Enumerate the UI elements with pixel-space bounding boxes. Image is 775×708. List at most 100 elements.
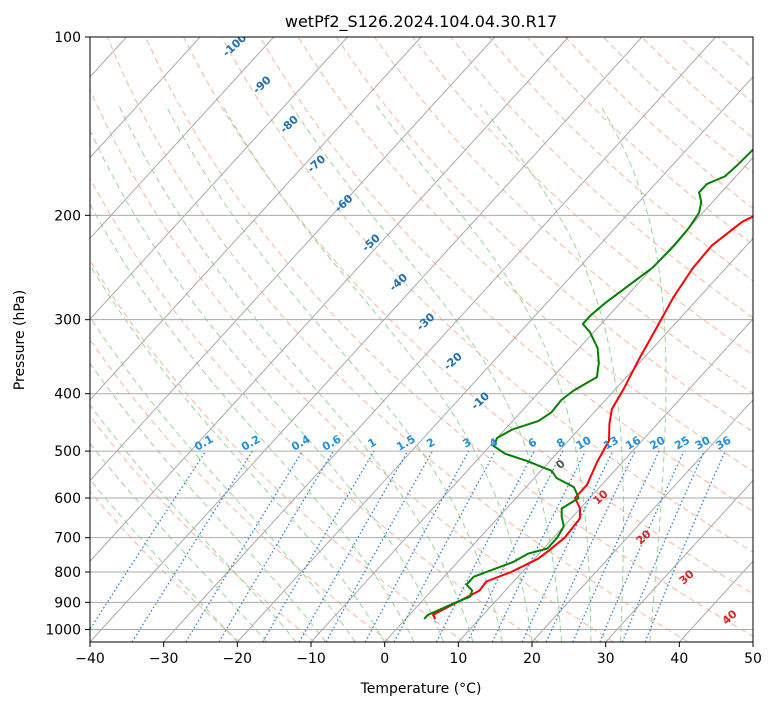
isotherm-label: -100: [220, 31, 249, 59]
isotherm: [90, 37, 643, 642]
x-axis: −40 −30 −20 −10 0 10 20 30 40 50: [75, 642, 762, 667]
y-tick-label: 500: [54, 444, 81, 460]
x-tick-label: −40: [75, 651, 105, 667]
dry-adiabat: [90, 490, 241, 642]
mixing-ratio-label: 0.1: [192, 433, 215, 454]
x-tick-label: −20: [223, 651, 253, 667]
y-tick-label: 1000: [45, 622, 81, 638]
dry-adiabat: [564, 37, 753, 210]
dry-adiabat: [335, 37, 753, 433]
dry-adiabat: [756, 37, 775, 642]
isotherm-label: -80: [278, 113, 302, 136]
isotherm: [90, 37, 348, 320]
y-tick-label: 700: [54, 531, 81, 547]
isotherm: [457, 318, 753, 642]
mixing-ratio-line: [491, 450, 586, 642]
dry-adiabat: [145, 37, 753, 637]
mixing-ratio-label: 2: [424, 436, 437, 451]
isotherm: [384, 237, 753, 642]
data-series: [423, 148, 753, 620]
x-tick-label: 10: [449, 651, 467, 667]
dry-adiabat: [641, 37, 753, 139]
dry-adiabat: [90, 259, 465, 642]
moist-adiabat: [90, 128, 445, 642]
moist-adiabat: [90, 442, 268, 642]
dry-adiabat: [183, 37, 753, 595]
mixing-ratio-line: [621, 450, 705, 642]
warm-isotherm-label: 40: [720, 607, 740, 627]
moist-adiabat: [165, 104, 503, 642]
mixing-ratio-label: 30: [693, 433, 713, 452]
y-axis-title: Pressure (hPa): [12, 290, 28, 390]
dry-adiabat: [90, 338, 390, 642]
isotherm: [678, 560, 753, 642]
dry-adiabat: [374, 37, 753, 394]
mixing-ratio-label: 6: [526, 435, 539, 450]
mixing-ratio-line: [364, 450, 470, 642]
y-tick-label: 200: [54, 208, 81, 224]
warm-isotherm-label: 10: [591, 487, 611, 507]
mixing-ratio-label: 3: [460, 436, 473, 451]
y-tick-label: 900: [54, 595, 81, 611]
background-lines: [90, 37, 775, 642]
dry-adiabat: [106, 37, 689, 642]
profile-line-1: [432, 215, 753, 620]
mixing-ratio-line: [572, 450, 660, 642]
moist-adiabat: [90, 202, 415, 642]
isotherm: [310, 156, 753, 642]
isotherm-label: -20: [441, 350, 465, 373]
dry-adiabat: [603, 37, 753, 174]
moist-adiabat: [221, 104, 533, 642]
x-tick-label: 40: [670, 651, 688, 667]
y-tick-label: 300: [54, 313, 81, 329]
mixing-ratio-line: [325, 450, 434, 642]
x-tick-label: 50: [744, 651, 762, 667]
warm-isotherm-label: 30: [677, 567, 697, 587]
mixing-ratio-label: 0.4: [289, 432, 313, 453]
mixing-ratio-label: 1.5: [394, 433, 417, 454]
isotherm: [531, 399, 753, 642]
mixing-ratio-label: 1: [366, 436, 379, 451]
x-axis-title: Temperature (°C): [360, 681, 482, 697]
dry-adiabat: [450, 37, 753, 319]
isotherm: [236, 76, 753, 642]
mixing-ratio-line: [599, 450, 685, 642]
isotherm: [90, 37, 569, 563]
isotherm-label: -50: [359, 231, 383, 254]
moist-adiabat: [90, 478, 238, 642]
chart-title: wetPf2_S126.2024.104.04.30.R17: [285, 12, 557, 32]
isotherm: [90, 37, 496, 482]
dry-adiabat: [90, 176, 540, 642]
dry-adiabat: [221, 37, 753, 553]
dry-adiabat: [412, 37, 753, 356]
x-tick-label: −10: [296, 651, 326, 667]
mixing-ratio-line: [218, 450, 334, 642]
isotherm: [90, 37, 275, 240]
isotherm: [752, 641, 753, 642]
profile-line-2: [423, 148, 753, 620]
dry-adiabat: [717, 37, 753, 70]
isotherm: [605, 479, 753, 642]
y-axis: 100 200 300 400 500 600 700 800 900 1000: [45, 30, 90, 638]
isotherm-label: -30: [414, 310, 438, 333]
mixing-ratio-line: [435, 450, 535, 642]
mixing-ratio-label: 36: [713, 433, 733, 452]
isotherm-label: -40: [387, 271, 411, 294]
dry-adiabat: [259, 37, 753, 512]
moist-adiabat: [479, 104, 624, 642]
moist-adiabat: [90, 404, 297, 642]
x-tick-label: −30: [149, 651, 179, 667]
mixing-ratio-label: 0.6: [320, 432, 344, 453]
moist-adiabat: [599, 104, 667, 642]
isotherm: [163, 37, 717, 642]
isotherm: [90, 37, 201, 159]
mixing-ratio-line: [393, 450, 496, 642]
y-tick-label: 100: [54, 30, 81, 46]
isotherm-label: -90: [250, 73, 274, 96]
x-tick-label: 30: [597, 651, 615, 667]
x-tick-label: 0: [380, 651, 389, 667]
moist-adiabat: [90, 316, 356, 642]
mixing-ratio-line: [466, 450, 564, 642]
dry-adiabat: [90, 88, 614, 642]
